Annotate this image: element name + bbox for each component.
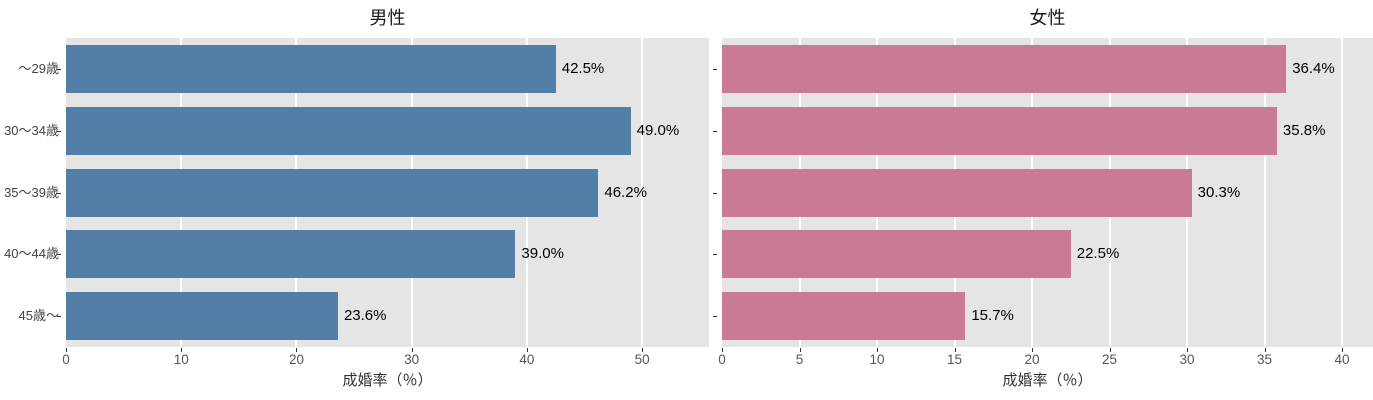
y-tick-label: 40～44歳 xyxy=(4,246,59,262)
x-tick-label: 40 xyxy=(1334,352,1350,367)
x-tick xyxy=(642,348,644,352)
y-tick xyxy=(713,316,717,318)
chart-title-female: 女性 xyxy=(1029,8,1066,28)
bar-45歳～ xyxy=(66,292,338,341)
bar-45歳～ xyxy=(722,292,966,341)
y-tick-label: 35～39歳 xyxy=(4,184,59,200)
bar-value-label: 30.3% xyxy=(1197,183,1241,201)
y-tick xyxy=(57,68,61,70)
x-tick xyxy=(66,348,67,352)
y-tick xyxy=(713,68,717,70)
x-tick xyxy=(954,348,956,352)
bar-value-label: 15.7% xyxy=(971,307,1014,325)
x-tick-label: 0 xyxy=(62,352,70,367)
x-tick xyxy=(296,348,298,352)
bar-value-label: 22.5% xyxy=(1076,245,1120,263)
y-tick xyxy=(57,130,61,132)
x-axis-label-male: 成婚率（％） xyxy=(342,372,433,389)
bar-30～34歳 xyxy=(66,106,631,155)
x-tick xyxy=(1109,348,1111,352)
gridline xyxy=(1263,38,1266,347)
y-tick-label: 30～34歳 xyxy=(4,122,59,138)
x-tick-label: 35 xyxy=(1256,352,1273,367)
y-tick xyxy=(713,254,717,256)
y-tick xyxy=(57,316,61,318)
plot-area-female: 36.4% 35.8% 30.3% 22.5% 15.7% xyxy=(722,38,1373,347)
y-tick-label: 45歳～ xyxy=(18,308,59,324)
x-tick-label: 40 xyxy=(519,352,535,367)
y-tick xyxy=(713,130,717,132)
x-tick-label: 10 xyxy=(869,352,885,367)
x-tick-label: 15 xyxy=(946,352,963,367)
x-tick xyxy=(877,348,878,352)
x-tick-label: 50 xyxy=(634,352,650,367)
x-tick xyxy=(1032,348,1033,352)
bar-value-label: 39.0% xyxy=(521,245,564,263)
bar-～29歳 xyxy=(66,44,556,93)
bar-30～34歳 xyxy=(722,106,1277,155)
x-tick xyxy=(411,348,413,352)
x-tick-label: 10 xyxy=(173,352,189,367)
y-tick xyxy=(57,254,61,256)
x-tick xyxy=(1187,348,1188,352)
x-axis-label-female: 成婚率（％） xyxy=(1002,372,1093,389)
plot-area-male: 42.5% 49.0% 46.2% 39.0% 23.6% xyxy=(66,38,709,347)
bar-40～44歳 xyxy=(66,230,516,279)
x-tick xyxy=(722,348,723,352)
y-tick xyxy=(713,192,717,194)
bar-35～39歳 xyxy=(66,168,599,217)
bar-～29歳 xyxy=(722,44,1287,93)
bar-value-label: 46.2% xyxy=(604,183,647,201)
x-tick-label: 20 xyxy=(288,352,304,367)
y-axis-category-labels: ～29歳 30～34歳 35～39歳 40～44歳 45歳～ xyxy=(0,38,59,347)
x-tick-label: 30 xyxy=(1179,352,1195,367)
x-tick-label: 25 xyxy=(1101,352,1118,367)
x-tick-label: 5 xyxy=(795,352,804,367)
bar-40～44歳 xyxy=(722,230,1071,279)
x-tick xyxy=(1342,348,1343,352)
bar-value-label: 35.8% xyxy=(1282,121,1326,139)
x-tick xyxy=(1264,348,1266,352)
x-tick-label: 20 xyxy=(1024,352,1040,367)
x-tick-label: 30 xyxy=(404,352,420,367)
bar-value-label: 23.6% xyxy=(343,307,387,325)
x-tick xyxy=(799,348,801,352)
bar-value-label: 49.0% xyxy=(636,121,680,139)
x-tick xyxy=(526,348,528,352)
bar-value-label: 36.4% xyxy=(1292,59,1335,77)
y-tick-label: ～29歳 xyxy=(18,61,59,76)
bar-value-label: 42.5% xyxy=(561,59,605,77)
gridline xyxy=(641,38,644,347)
x-tick-label: 0 xyxy=(718,352,726,367)
chart-title-male: 男性 xyxy=(369,8,406,28)
y-tick xyxy=(57,192,61,194)
gridline xyxy=(1341,38,1343,347)
bar-35～39歳 xyxy=(722,168,1192,217)
x-tick xyxy=(181,348,183,352)
